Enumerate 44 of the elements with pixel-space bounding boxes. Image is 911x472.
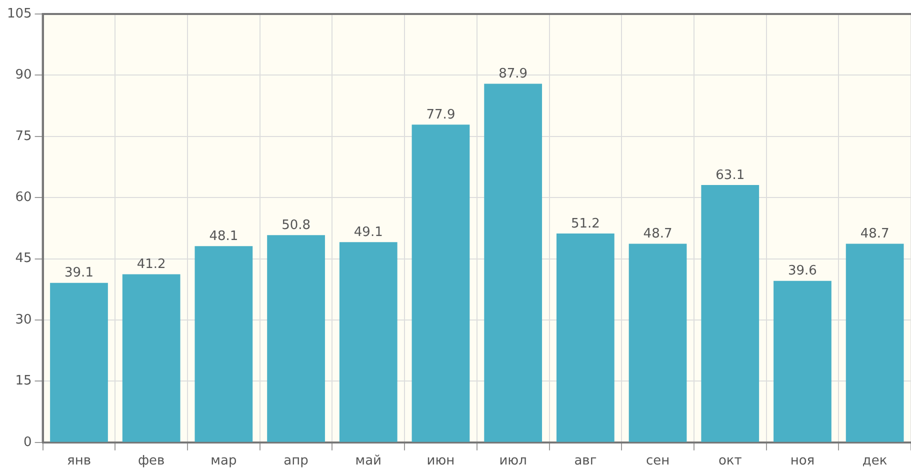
- y-tick-label: 45: [15, 251, 32, 266]
- x-tick-label: июн: [426, 454, 455, 469]
- x-tick-label: авг: [574, 454, 597, 469]
- bar: [556, 234, 614, 442]
- data-label: 48.1: [209, 229, 238, 244]
- data-label: 39.1: [64, 266, 94, 281]
- x-tick-label: ноя: [790, 454, 815, 469]
- bar: [267, 235, 325, 442]
- bar: [339, 242, 398, 442]
- x-tick-label: сен: [646, 454, 670, 469]
- x-tick-label: фев: [138, 454, 165, 469]
- data-label: 63.1: [716, 168, 745, 183]
- bar: [774, 280, 832, 442]
- bar: [50, 282, 108, 442]
- bar: [122, 274, 180, 442]
- data-label: 87.9: [498, 66, 528, 82]
- bar: [412, 124, 470, 442]
- data-label: 39.6: [788, 264, 817, 279]
- data-label: 48.7: [643, 226, 672, 242]
- y-tick-label: 15: [15, 374, 32, 389]
- y-tick-label: 30: [15, 312, 32, 328]
- data-label: 77.9: [426, 107, 456, 122]
- bar: [846, 244, 904, 442]
- data-label: 51.2: [570, 216, 600, 232]
- x-tick-label: янв: [66, 454, 91, 469]
- x-tick-label: окт: [718, 454, 742, 469]
- y-tick-label: 0: [24, 434, 32, 450]
- y-tick-label: 60: [15, 190, 32, 205]
- y-tick-label: 90: [15, 68, 32, 83]
- x-tick-label: май: [355, 454, 382, 469]
- x-tick-label: мар: [210, 454, 237, 469]
- y-tick-label: 105: [6, 6, 32, 22]
- x-tick-label: июл: [499, 454, 527, 469]
- bar: [701, 184, 760, 442]
- x-tick-label: дек: [862, 454, 888, 469]
- y-tick-label: 75: [15, 128, 32, 144]
- x-tick-label: апр: [284, 454, 308, 469]
- data-label: 48.7: [860, 226, 890, 242]
- data-label: 50.8: [282, 218, 311, 234]
- bar: [194, 246, 253, 442]
- data-label: 41.2: [136, 257, 166, 272]
- data-label: 49.1: [354, 224, 383, 240]
- bar: [484, 84, 542, 442]
- bar: [628, 244, 687, 442]
